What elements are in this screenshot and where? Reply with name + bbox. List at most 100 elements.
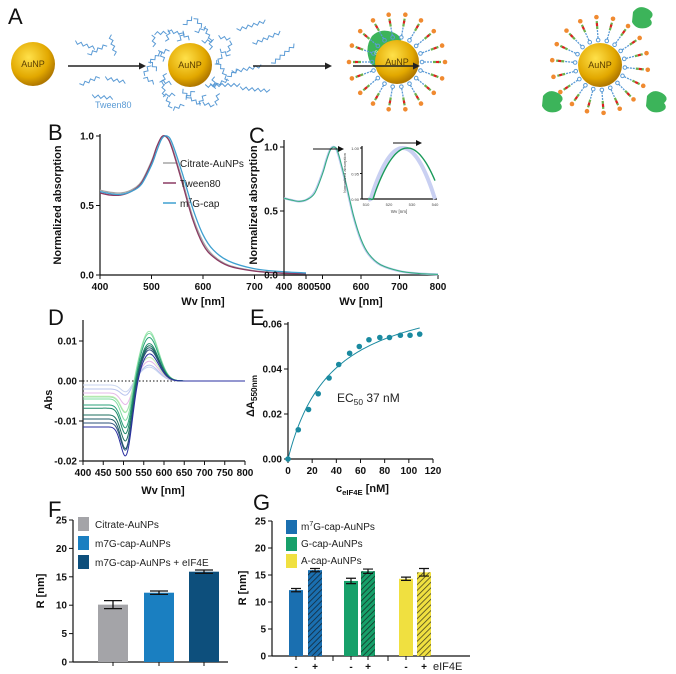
y-axis-label-base: ΔA: [245, 401, 257, 417]
data-point: [315, 390, 322, 397]
cap-icon: [558, 89, 563, 95]
y-tick-label: 20: [255, 544, 267, 555]
linker-loop-icon: [590, 86, 596, 92]
cap-icon: [577, 18, 583, 24]
difference-spectrum-10: [83, 349, 245, 451]
linker-chain-icon: [417, 38, 425, 46]
legend-label: m7G-cap-AuNPs: [301, 521, 375, 533]
bar: [189, 571, 219, 662]
shift-arrow-head-icon: [338, 146, 344, 152]
rna-red-segment-icon: [581, 26, 585, 30]
legend-label: m7G-cap-AuNPs + eIF4E: [95, 558, 209, 569]
linker-chain-icon: [601, 91, 604, 101]
y-tick-label: 5: [260, 625, 266, 636]
legend-label-base: A-cap-AuNPs: [301, 556, 362, 567]
cap-icon: [386, 106, 391, 112]
tween-chain-icon: [104, 76, 126, 84]
linker-chain-icon: [589, 90, 594, 100]
x-tick-label: 800: [237, 468, 254, 479]
linker-loop-icon: [399, 35, 404, 40]
cap-icon: [386, 12, 391, 18]
linker-chain-icon: [401, 26, 404, 36]
panel-label-a: A: [8, 4, 23, 29]
rna-strand-icon: [613, 97, 620, 108]
linker-loop-icon: [615, 80, 620, 86]
y-tick-label: 1.0: [264, 143, 278, 154]
legend-swatch: [78, 517, 89, 531]
rna-red-segment-icon: [569, 34, 574, 38]
linker-loop-icon: [580, 44, 585, 50]
y-tick-label: 0.0: [80, 271, 94, 282]
tween-chain-icon: [143, 76, 155, 85]
inset-y-tick-label: 1.00: [351, 146, 360, 151]
panel-label-c: C: [249, 123, 265, 148]
x-tick-label: 400: [75, 468, 92, 479]
linker-loop-icon: [418, 51, 423, 56]
x-axis-label-sub: eIF4E: [342, 488, 363, 497]
panel-label-g: G: [253, 490, 270, 515]
linker-chain-icon: [362, 49, 372, 54]
cap-icon: [357, 90, 363, 96]
tween-chain-icon: [198, 94, 207, 106]
legend-label: Citrate-AuNPs: [180, 159, 244, 170]
x-tick-label: 40: [331, 466, 343, 477]
free-ligand-icon: [252, 30, 281, 45]
linker-chain-icon: [626, 55, 636, 59]
y-tick-label: 0.00: [263, 455, 283, 466]
tween-chain-icon: [216, 59, 225, 70]
linker-loop-icon: [618, 48, 623, 54]
x-tick-label: 500: [314, 282, 331, 293]
cap-icon: [584, 108, 590, 114]
tween-chain-icon: [203, 27, 211, 40]
linker-loop-icon: [382, 81, 387, 86]
rna-strand-icon: [555, 72, 566, 78]
rna-red-segment-icon: [631, 40, 636, 44]
bound-eif4e-icon: [646, 91, 667, 113]
y-tick-label: 10: [56, 601, 68, 612]
y-axis-label: R [nm]: [35, 573, 47, 608]
cap-icon: [439, 76, 445, 81]
x-tick-label: 60: [355, 466, 367, 477]
linker-chain-icon: [618, 83, 626, 92]
inset-x-tick-label: 520: [386, 202, 393, 207]
data-point: [356, 343, 363, 350]
cap-icon: [431, 28, 437, 34]
ec50-annotation-rest: 37 nM: [363, 391, 400, 405]
linker-loop-icon: [622, 65, 628, 70]
x-tick-label: 120: [425, 466, 442, 477]
legend-label: m7G-cap-AuNPs: [95, 539, 171, 550]
free-ligand-icon: [236, 19, 266, 32]
linker-loop-icon: [399, 84, 404, 89]
linker-loop-icon: [583, 82, 588, 88]
x-tick-label: 750: [216, 468, 233, 479]
free-ligand-icon: [209, 82, 241, 88]
tween-chain-icon: [193, 18, 203, 28]
linker-chain-icon: [624, 76, 633, 82]
gold-nanoparticle-icon: [375, 40, 419, 84]
inset-y-tick-label: 0.95: [351, 172, 360, 177]
x-axis-label-rest: [nM]: [363, 483, 390, 495]
cap-icon: [631, 97, 636, 102]
rna-strand-icon: [601, 100, 605, 111]
error-bar: [310, 567, 320, 573]
linker-loop-icon: [599, 87, 605, 93]
linker-chain-icon: [574, 38, 582, 47]
data-point: [305, 406, 312, 413]
cap-icon: [349, 43, 355, 48]
rna-red-segment-icon: [375, 95, 379, 99]
rna-red-segment-icon: [574, 96, 579, 100]
rna-red-segment-icon: [388, 100, 392, 104]
data-point: [407, 332, 413, 339]
rna-red-segment-icon: [561, 45, 566, 50]
rna-red-segment-icon: [388, 20, 392, 24]
linker-loop-icon: [575, 51, 580, 57]
inset-series-line-0: [367, 145, 437, 202]
y-tick-label: 15: [255, 571, 267, 582]
cap-icon: [644, 50, 649, 56]
cap-icon: [564, 28, 569, 33]
tween-chain-icon: [160, 72, 167, 86]
free-ligand-icon: [239, 86, 271, 93]
x-tick-label: 500: [143, 282, 160, 293]
chart-f: 0 5 10 15 20 25 R [nm] Citrate-AuNPs m7G-cap-AuN…: [35, 516, 228, 669]
